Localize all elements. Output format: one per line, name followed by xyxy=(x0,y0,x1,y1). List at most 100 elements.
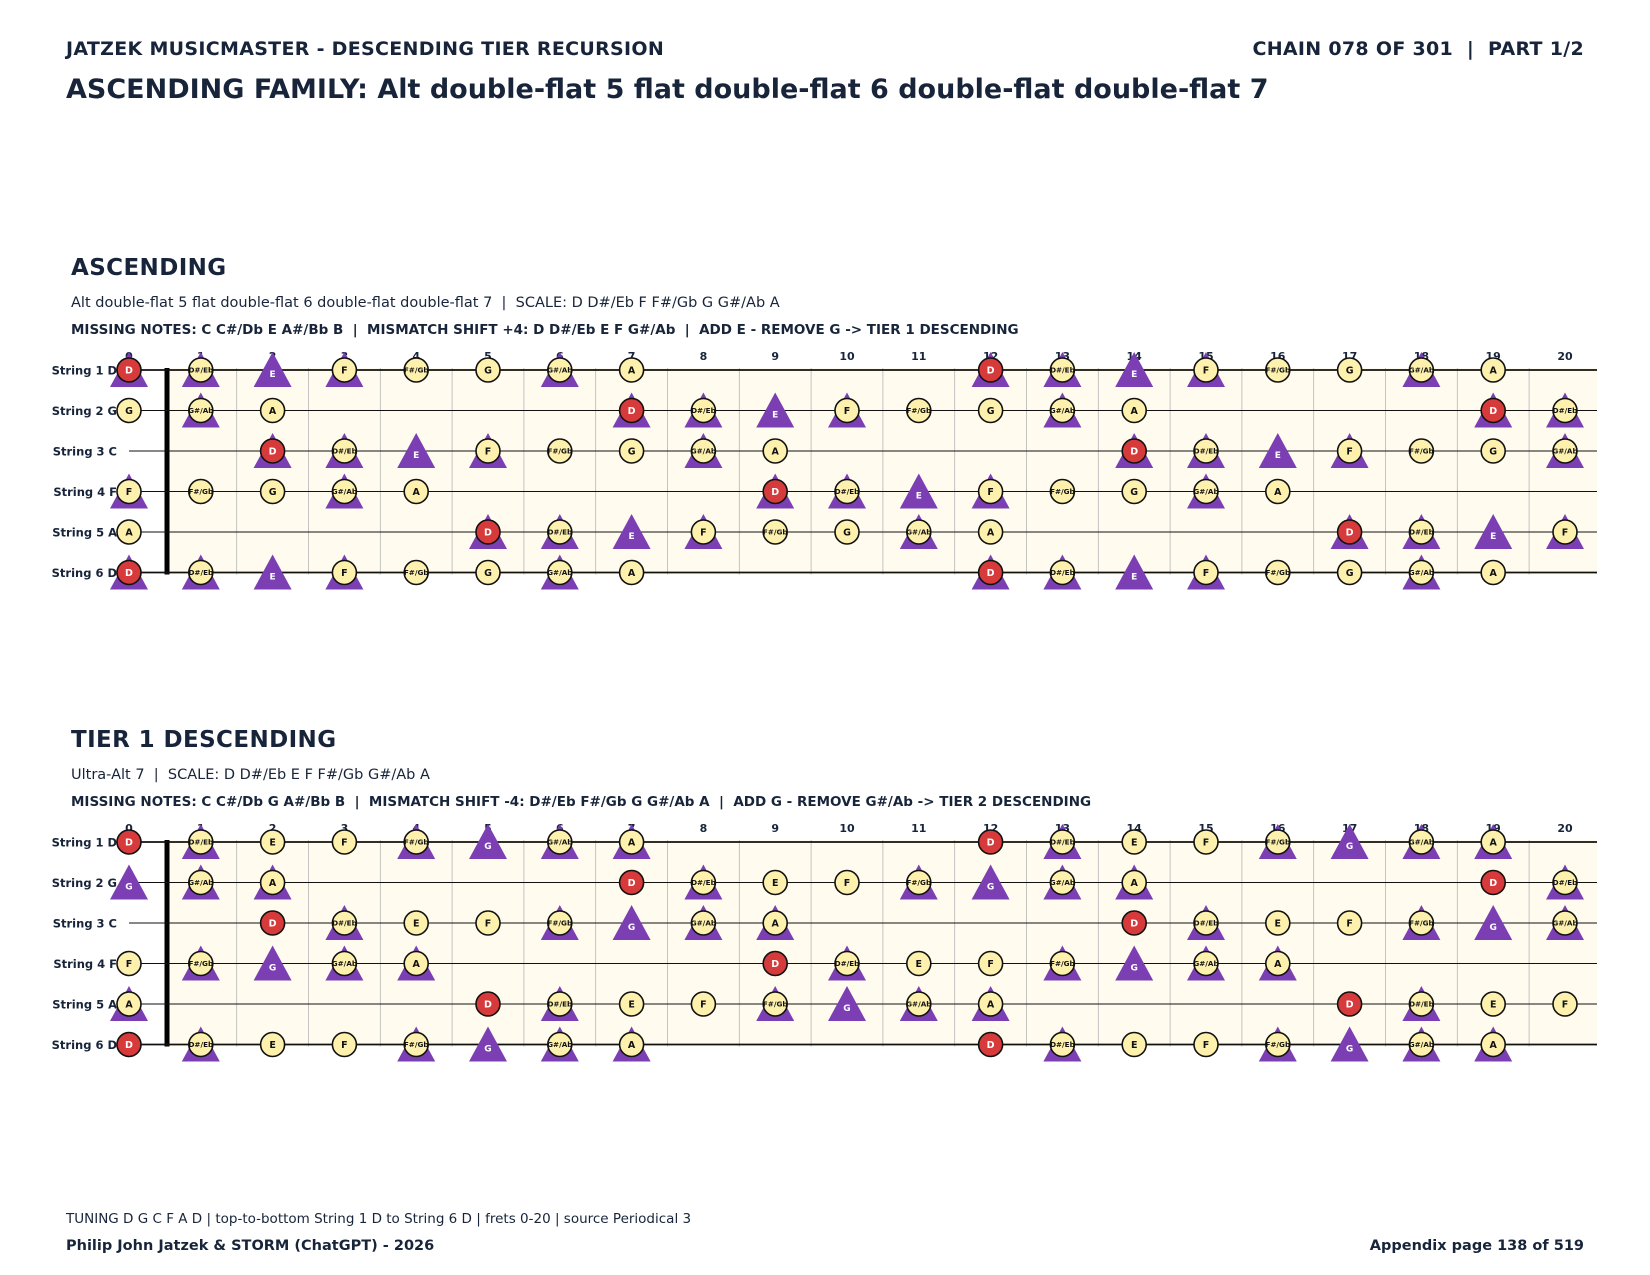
note-label: D#/Eb xyxy=(332,447,357,456)
note-label: E xyxy=(1275,451,1281,461)
note-label: A xyxy=(628,837,636,848)
note-label: F#/Gb xyxy=(547,447,572,456)
fretboard-background xyxy=(164,368,1597,575)
scale-note-marker xyxy=(546,1031,573,1058)
footer-page-number: Appendix page 138 of 519 xyxy=(1369,1238,1584,1254)
scale-note-marker xyxy=(188,478,214,505)
note-label: G xyxy=(1346,1045,1353,1055)
scale-note-marker xyxy=(1265,829,1291,855)
root-note-marker xyxy=(618,397,645,424)
note-label: G xyxy=(484,842,491,852)
note-label: D#/Eb xyxy=(1050,366,1075,375)
note-label: E xyxy=(270,573,276,583)
scale-note-marker xyxy=(1480,991,1506,1017)
scale-note-marker xyxy=(618,991,645,1017)
scale-note-marker xyxy=(188,357,214,383)
scale-triangle-marker xyxy=(899,473,938,509)
note-label: G#/Ab xyxy=(1409,366,1434,375)
scale-note-marker xyxy=(1265,1031,1291,1058)
note-label: G xyxy=(843,527,851,538)
fret-number: 5 xyxy=(484,350,492,363)
scale-note-marker xyxy=(1408,559,1435,586)
note-label: G#/Ab xyxy=(547,1040,572,1049)
scale-note-marker xyxy=(1408,357,1435,383)
scale-note-marker xyxy=(188,397,214,424)
note-label: G xyxy=(1130,487,1138,498)
scale-note-marker xyxy=(1049,869,1076,896)
note-label: F xyxy=(341,365,348,376)
note-label: G#/Ab xyxy=(1193,959,1218,968)
note-label: G xyxy=(987,406,995,417)
root-note-marker xyxy=(116,357,142,383)
note-label: D#/Eb xyxy=(1553,406,1578,415)
scale-note-marker xyxy=(618,829,645,855)
root-note-marker xyxy=(977,559,1004,586)
note-label: E xyxy=(1490,999,1497,1010)
fret-number: 9 xyxy=(771,822,779,835)
scale-note-marker xyxy=(977,991,1004,1017)
note-label: F#/Gb xyxy=(1265,838,1290,847)
scale-note-marker xyxy=(977,519,1004,545)
note-label: D#/Eb xyxy=(188,568,213,577)
scale-note-marker xyxy=(1480,829,1506,855)
scale-note-marker xyxy=(259,829,286,855)
scale-note-marker xyxy=(403,1031,430,1058)
fret-number: 2 xyxy=(269,822,277,835)
scale-note-marker xyxy=(1265,950,1291,977)
root-note-marker xyxy=(977,357,1004,383)
header-right: CHAIN 078 OF 301 | PART 1/2 xyxy=(1252,38,1584,60)
root-note-marker xyxy=(1121,438,1147,464)
note-label: F#/Gb xyxy=(547,919,572,928)
note-label: F xyxy=(1203,365,1210,376)
note-label: F#/Gb xyxy=(1265,366,1290,375)
scale-note-marker xyxy=(403,829,430,855)
scale-note-marker xyxy=(546,519,573,545)
section-title: TIER 1 DESCENDING xyxy=(71,727,337,753)
scale-note-marker xyxy=(546,559,573,586)
note-label: G xyxy=(1131,964,1138,974)
scale-note-marker xyxy=(259,1031,286,1058)
scale-note-marker xyxy=(259,478,286,505)
scale-note-marker xyxy=(331,1031,358,1058)
note-label: F#/Gb xyxy=(188,959,213,968)
scale-note-marker xyxy=(259,869,286,896)
scale-note-marker xyxy=(475,910,501,936)
note-label: F#/Gb xyxy=(1265,568,1290,577)
note-label: G#/Ab xyxy=(1050,406,1075,415)
note-label: A xyxy=(628,1040,636,1051)
note-label: D xyxy=(1130,446,1138,457)
scale-triangle-marker xyxy=(469,824,507,859)
note-label: F xyxy=(1203,837,1210,848)
note-label: A xyxy=(1274,487,1282,498)
note-label: G#/Ab xyxy=(1193,487,1218,496)
scale-note-marker xyxy=(1193,357,1219,383)
root-note-marker xyxy=(762,950,789,977)
fretboard-diagram: 01234567891011121314151617181920String 1… xyxy=(52,822,1597,1062)
note-label: G#/Ab xyxy=(547,838,572,847)
scale-note-marker xyxy=(1049,478,1076,505)
scale-note-marker xyxy=(1480,1031,1506,1058)
scale-note-marker xyxy=(403,357,430,383)
scale-note-marker xyxy=(1049,397,1076,424)
note-label: D#/Eb xyxy=(1194,447,1219,456)
root-note-marker xyxy=(762,478,789,505)
fretboard-grid xyxy=(129,368,1597,575)
scale-triangle-marker xyxy=(253,554,292,590)
fret-number: 0 xyxy=(125,822,133,835)
note-label: F xyxy=(1203,1040,1210,1051)
note-label: A xyxy=(1131,406,1139,417)
scale-note-marker xyxy=(1193,438,1219,464)
scale-note-marker xyxy=(1552,519,1578,545)
scale-triangle-marker xyxy=(1115,352,1154,387)
scale-note-marker xyxy=(762,991,789,1017)
fretboard-background xyxy=(164,840,1597,1047)
page-title: ASCENDING FAMILY: Alt double-flat 5 flat… xyxy=(66,74,1269,105)
scale-note-marker xyxy=(1193,829,1219,855)
note-label: G xyxy=(1346,568,1354,579)
note-label: G#/Ab xyxy=(547,366,572,375)
note-label: G#/Ab xyxy=(547,568,572,577)
note-label: G xyxy=(125,406,133,417)
note-label: G#/Ab xyxy=(188,406,213,415)
note-label: A xyxy=(987,999,995,1010)
note-label: G xyxy=(269,964,276,974)
